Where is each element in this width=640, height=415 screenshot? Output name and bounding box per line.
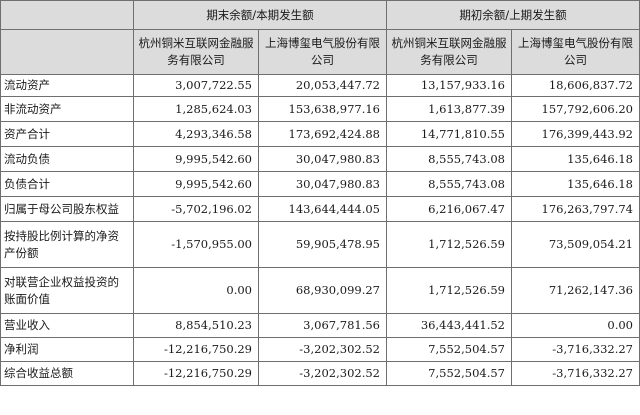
- cell-value: 36,443,441.52: [386, 313, 512, 338]
- cell-value: 3,007,722.55: [133, 74, 259, 97]
- row-label: 按持股比例计算的净资产份额: [0, 221, 134, 268]
- cell-value: 9,995,542.60: [133, 146, 259, 172]
- row-label: 流动负债: [0, 146, 134, 172]
- cell-value: 0.00: [511, 313, 640, 338]
- table-row: 综合收益总额 -12,216,750.29 -3,202,302.52 7,55…: [0, 361, 640, 386]
- cell-value: 1,285,624.03: [133, 96, 259, 122]
- cell-value: 7,552,504.57: [386, 361, 512, 386]
- cell-value: 1,712,526.59: [386, 267, 512, 314]
- row-label: 非流动资产: [0, 96, 134, 122]
- table-row: 按持股比例计算的净资产份额 -1,570,955.00 59,905,478.9…: [0, 221, 640, 268]
- cell-value: 3,067,781.56: [258, 313, 387, 338]
- table-row: 流动资产 3,007,722.55 20,053,447.72 13,157,9…: [0, 74, 640, 97]
- header-group-begin: 期初余额/上期发生额: [386, 0, 640, 30]
- cell-value: 8,555,743.08: [386, 146, 512, 172]
- header-col-2: 上海博玺电气股份有限公司: [258, 29, 387, 75]
- cell-value: 30,047,980.83: [258, 171, 387, 197]
- cell-value: -3,716,332.27: [511, 337, 640, 362]
- cell-value: 143,644,444.05: [258, 196, 387, 222]
- financial-summary-table: 期末余额/本期发生额 期初余额/上期发生额 杭州铜米互联网金融服务有限公司 上海…: [0, 0, 640, 386]
- row-label: 净利润: [0, 337, 134, 362]
- cell-value: 4,293,346.58: [133, 121, 259, 147]
- cell-value: -3,202,302.52: [258, 337, 387, 362]
- table-row: 对联营企业权益投资的账面价值 0.00 68,930,099.27 1,712,…: [0, 267, 640, 314]
- cell-value: 153,638,977.16: [258, 96, 387, 122]
- table-row: 非流动资产 1,285,624.03 153,638,977.16 1,613,…: [0, 96, 640, 122]
- cell-value: 173,692,424.88: [258, 121, 387, 147]
- cell-value: 1,712,526.59: [386, 221, 512, 268]
- cell-value: 7,552,504.57: [386, 337, 512, 362]
- cell-value: 30,047,980.83: [258, 146, 387, 172]
- table-row: 资产合计 4,293,346.58 173,692,424.88 14,771,…: [0, 121, 640, 147]
- cell-value: 73,509,054.21: [511, 221, 640, 268]
- header-col-3: 杭州铜米互联网金融服务有限公司: [386, 29, 512, 75]
- cell-value: 59,905,478.95: [258, 221, 387, 268]
- table-row: 营业收入 8,854,510.23 3,067,781.56 36,443,44…: [0, 313, 640, 338]
- header-group-end: 期末余额/本期发生额: [133, 0, 387, 30]
- header-blank-cell-2: [0, 29, 134, 75]
- cell-value: 8,854,510.23: [133, 313, 259, 338]
- cell-value: -3,716,332.27: [511, 361, 640, 386]
- cell-value: 8,555,743.08: [386, 171, 512, 197]
- cell-value: -12,216,750.29: [133, 361, 259, 386]
- cell-value: 1,613,877.39: [386, 96, 512, 122]
- cell-value: 6,216,067.47: [386, 196, 512, 222]
- cell-value: 135,646.18: [511, 146, 640, 172]
- cell-value: 176,399,443.92: [511, 121, 640, 147]
- header-blank-cell: [0, 0, 134, 30]
- cell-value: 71,262,147.36: [511, 267, 640, 314]
- cell-value: -1,570,955.00: [133, 221, 259, 268]
- table-row: 负债合计 9,995,542.60 30,047,980.83 8,555,74…: [0, 171, 640, 197]
- row-label: 营业收入: [0, 313, 134, 338]
- cell-value: -5,702,196.02: [133, 196, 259, 222]
- cell-value: 13,157,933.16: [386, 74, 512, 97]
- cell-value: -12,216,750.29: [133, 337, 259, 362]
- row-label: 资产合计: [0, 121, 134, 147]
- table-row: 净利润 -12,216,750.29 -3,202,302.52 7,552,5…: [0, 337, 640, 362]
- cell-value: 14,771,810.55: [386, 121, 512, 147]
- cell-value: 135,646.18: [511, 171, 640, 197]
- row-label: 归属于母公司股东权益: [0, 196, 134, 222]
- header-col-4: 上海博玺电气股份有限公司: [511, 29, 640, 75]
- cell-value: 18,606,837.72: [511, 74, 640, 97]
- cell-value: 0.00: [133, 267, 259, 314]
- row-label: 对联营企业权益投资的账面价值: [0, 267, 134, 314]
- table-row: 归属于母公司股东权益 -5,702,196.02 143,644,444.05 …: [0, 196, 640, 222]
- row-label: 负债合计: [0, 171, 134, 197]
- cell-value: 68,930,099.27: [258, 267, 387, 314]
- cell-value: -3,202,302.52: [258, 361, 387, 386]
- cell-value: 20,053,447.72: [258, 74, 387, 97]
- table-row: 流动负债 9,995,542.60 30,047,980.83 8,555,74…: [0, 146, 640, 172]
- cell-value: 9,995,542.60: [133, 171, 259, 197]
- cell-value: 176,263,797.74: [511, 196, 640, 222]
- row-label: 综合收益总额: [0, 361, 134, 386]
- header-col-1: 杭州铜米互联网金融服务有限公司: [133, 29, 259, 75]
- row-label: 流动资产: [0, 74, 134, 97]
- cell-value: 157,792,606.20: [511, 96, 640, 122]
- financial-table-wrapper: 期末余额/本期发生额 期初余额/上期发生额 杭州铜米互联网金融服务有限公司 上海…: [0, 0, 640, 386]
